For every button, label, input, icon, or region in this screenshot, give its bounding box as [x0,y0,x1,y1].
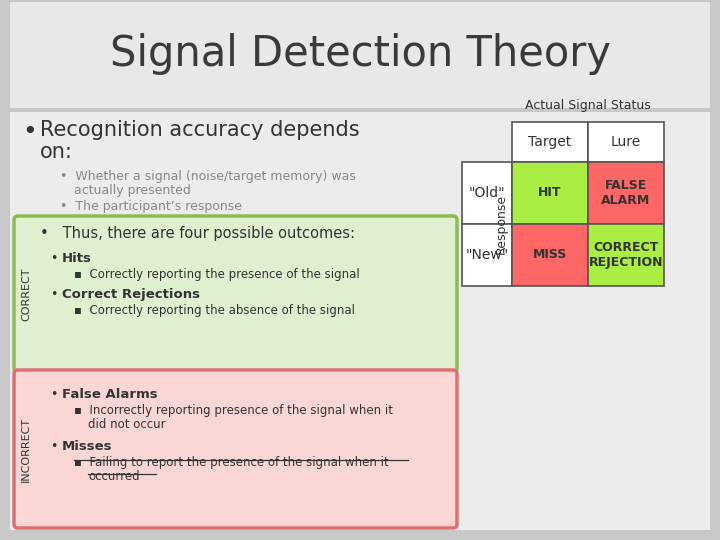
Text: CORRECT
REJECTION: CORRECT REJECTION [589,241,663,269]
Text: FALSE
ALARM: FALSE ALARM [601,179,651,207]
FancyBboxPatch shape [10,112,710,530]
Text: ▪  Correctly reporting the absence of the signal: ▪ Correctly reporting the absence of the… [74,304,355,317]
Text: Hits: Hits [62,252,92,265]
Text: •: • [50,288,58,301]
Text: ▪  Correctly reporting the presence of the signal: ▪ Correctly reporting the presence of th… [74,268,360,281]
Text: Correct Rejections: Correct Rejections [62,288,200,301]
Text: CORRECT: CORRECT [21,267,31,321]
Text: •  The participant’s response: • The participant’s response [60,200,242,213]
Text: False Alarms: False Alarms [62,388,158,401]
Text: HIT: HIT [539,186,562,199]
Text: •  Whether a signal (noise/target memory) was: • Whether a signal (noise/target memory)… [60,170,356,183]
Text: actually presented: actually presented [74,184,191,197]
Text: Lure: Lure [611,135,641,149]
Text: •: • [22,120,37,144]
Bar [588,122,664,162]
Text: •: • [50,388,58,401]
Bar [462,162,512,224]
Text: on:: on: [40,142,73,162]
Text: occurred: occurred [88,470,140,483]
FancyBboxPatch shape [14,370,457,528]
Bar [512,122,588,162]
Text: Misses: Misses [62,440,112,453]
Text: INCORRECT: INCORRECT [21,416,31,482]
FancyBboxPatch shape [14,216,457,372]
Text: Target: Target [528,135,572,149]
Text: Recognition accuracy depends: Recognition accuracy depends [40,120,359,140]
Text: Signal Detection Theory: Signal Detection Theory [109,33,611,75]
Bar [462,224,512,286]
Bar [512,224,588,286]
Text: Response: Response [495,194,508,254]
Text: •: • [50,440,58,453]
Bar [512,162,588,224]
Text: ▪  Failing to report the presence of the signal when it: ▪ Failing to report the presence of the … [74,456,389,469]
Text: "Old": "Old" [469,186,505,200]
FancyBboxPatch shape [10,2,710,108]
Bar [588,162,664,224]
Text: Actual Signal Status: Actual Signal Status [525,99,651,112]
Bar [588,224,664,286]
Text: ▪  Incorrectly reporting presence of the signal when it: ▪ Incorrectly reporting presence of the … [74,404,393,417]
Text: did not occur: did not occur [88,418,166,431]
Text: MISS: MISS [533,248,567,261]
Text: "New": "New" [465,248,508,262]
Text: •   Thus, there are four possible outcomes:: • Thus, there are four possible outcomes… [40,226,355,241]
Text: •: • [50,252,58,265]
